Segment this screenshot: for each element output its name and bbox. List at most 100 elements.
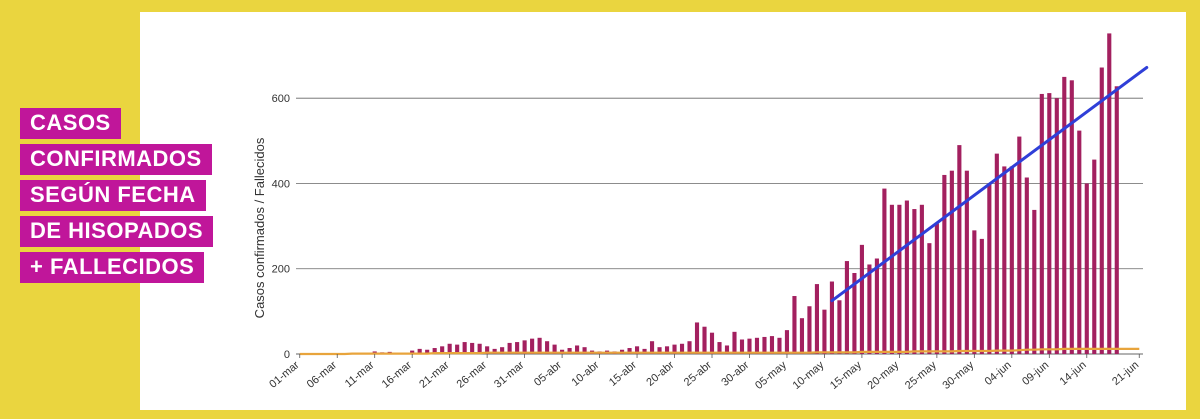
x-tick-label: 11-mar bbox=[343, 359, 377, 390]
bar bbox=[649, 341, 655, 354]
bar bbox=[1099, 67, 1104, 354]
bar bbox=[927, 243, 932, 354]
bar bbox=[567, 348, 572, 354]
bar bbox=[455, 344, 460, 354]
bar bbox=[1002, 166, 1007, 354]
bar bbox=[994, 153, 999, 354]
bar bbox=[904, 200, 909, 354]
line-layer bbox=[299, 66, 1149, 356]
title-line-3: SEGÚN FECHA bbox=[20, 180, 206, 211]
bar bbox=[882, 188, 887, 354]
bar bbox=[799, 318, 805, 354]
bar bbox=[747, 338, 752, 354]
chart-title-block: CASOS CONFIRMADOS SEGÚN FECHA DE HISOPAD… bbox=[20, 108, 220, 288]
x-tick-label: 21-mar bbox=[417, 359, 452, 391]
x-tick-label: 21-jun bbox=[1110, 359, 1141, 388]
bar bbox=[837, 300, 842, 354]
bar bbox=[417, 348, 422, 354]
y-tick-label: 200 bbox=[272, 264, 290, 276]
bar bbox=[762, 336, 767, 354]
bar bbox=[1062, 76, 1067, 354]
bar bbox=[942, 174, 947, 354]
x-tick-label: 20-abr bbox=[644, 359, 676, 389]
x-tick-label: 05-may bbox=[753, 359, 789, 392]
bar bbox=[694, 322, 700, 354]
bar bbox=[829, 281, 834, 354]
x-tick-label: 15-abr bbox=[607, 359, 639, 389]
bar bbox=[582, 347, 587, 354]
bar bbox=[1024, 177, 1029, 354]
bar bbox=[897, 204, 902, 354]
bar bbox=[732, 331, 737, 354]
bar bbox=[1092, 159, 1097, 354]
grid-layer bbox=[296, 97, 1143, 355]
bar bbox=[807, 306, 812, 354]
x-tick-label: 04-jun bbox=[983, 359, 1014, 388]
bar bbox=[545, 341, 550, 354]
bar bbox=[492, 348, 497, 354]
bar bbox=[717, 342, 722, 354]
x-tick-label: 26-mar bbox=[455, 359, 490, 391]
bar bbox=[754, 337, 760, 354]
bar bbox=[912, 209, 917, 354]
bar bbox=[702, 326, 707, 354]
x-tick-label: 20-may bbox=[866, 359, 902, 392]
bar bbox=[1107, 33, 1112, 355]
bar bbox=[987, 183, 992, 354]
bar bbox=[485, 346, 490, 354]
bar bbox=[949, 170, 954, 354]
x-tick-label: 10-abr bbox=[569, 359, 601, 389]
bar bbox=[522, 340, 527, 354]
trend-line bbox=[830, 66, 1149, 303]
title-line-5: + FALLECIDOS bbox=[20, 252, 205, 283]
bar bbox=[1084, 183, 1089, 354]
bar bbox=[1009, 166, 1014, 354]
x-tick-label: 01-mar bbox=[267, 359, 302, 391]
bar bbox=[867, 264, 872, 354]
bar bbox=[1114, 86, 1119, 354]
bar-layer bbox=[335, 33, 1119, 355]
bar bbox=[739, 339, 745, 354]
bar bbox=[814, 284, 820, 354]
x-tick-label: 31-mar bbox=[492, 359, 527, 391]
bar bbox=[530, 338, 535, 354]
bar bbox=[687, 341, 692, 354]
bar bbox=[642, 348, 647, 354]
title-line-1: CASOS bbox=[20, 108, 121, 139]
bar bbox=[440, 346, 445, 354]
bar bbox=[425, 349, 430, 354]
bar bbox=[664, 346, 670, 354]
deaths-line bbox=[299, 347, 1140, 356]
bar bbox=[432, 348, 437, 354]
bar bbox=[724, 345, 730, 354]
bar bbox=[889, 204, 894, 354]
bar bbox=[1017, 136, 1022, 354]
bar bbox=[500, 347, 505, 354]
bar bbox=[515, 342, 520, 354]
x-tick-label: 10-may bbox=[791, 359, 827, 392]
x-tick-label: 30-may bbox=[940, 359, 976, 392]
bar bbox=[410, 350, 415, 354]
bar bbox=[859, 244, 864, 354]
bar bbox=[919, 204, 924, 354]
bar bbox=[1054, 98, 1059, 354]
x-tick-label: 15-may bbox=[828, 359, 864, 392]
title-line-4: DE HISOPADOS bbox=[20, 216, 214, 247]
bar bbox=[634, 346, 640, 354]
bar bbox=[552, 344, 557, 354]
y-tick-label: 0 bbox=[284, 349, 290, 361]
bar bbox=[852, 273, 857, 354]
bar bbox=[964, 170, 969, 354]
x-tick-label: 05-abr bbox=[532, 359, 564, 389]
bar bbox=[934, 223, 939, 354]
bar bbox=[657, 347, 662, 354]
bar bbox=[575, 345, 580, 354]
x-tick-label: 06-mar bbox=[305, 359, 340, 391]
bar bbox=[1032, 209, 1037, 354]
bar bbox=[769, 336, 775, 354]
x-tick-label: 16-mar bbox=[380, 359, 415, 391]
bar bbox=[470, 342, 475, 354]
x-tick-label: 25-abr bbox=[682, 359, 714, 389]
bar bbox=[792, 296, 797, 354]
